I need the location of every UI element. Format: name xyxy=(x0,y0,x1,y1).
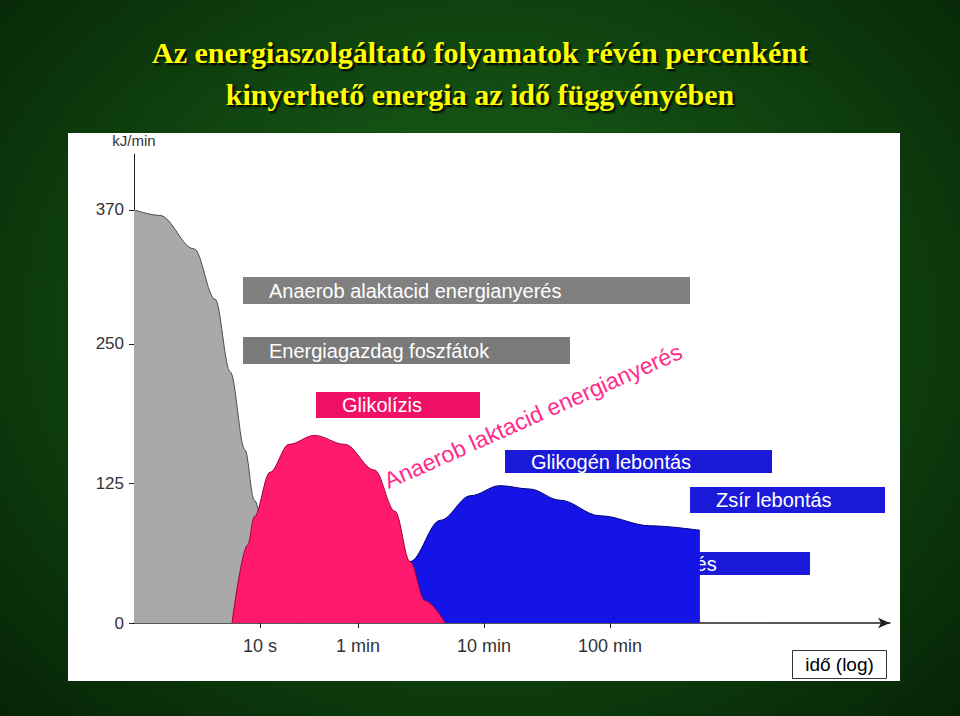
svg-text:Glikolízis: Glikolízis xyxy=(342,394,422,416)
svg-text:10 min: 10 min xyxy=(457,636,511,656)
svg-text:Anaerob laktacid energianyerés: Anaerob laktacid energianyerés xyxy=(380,338,686,493)
svg-text:Anaerob alaktacid energianyeré: Anaerob alaktacid energianyerés xyxy=(269,280,561,302)
svg-text:1 min: 1 min xyxy=(336,636,380,656)
svg-text:Glikogén lebontás: Glikogén lebontás xyxy=(531,451,691,473)
svg-text:Zsír lebontás: Zsír lebontás xyxy=(716,489,832,511)
svg-text:idő (log): idő (log) xyxy=(805,654,874,675)
svg-text:kJ/min: kJ/min xyxy=(112,133,155,149)
svg-text:100 min: 100 min xyxy=(578,636,642,656)
svg-text:10 s: 10 s xyxy=(243,636,277,656)
svg-text:0: 0 xyxy=(115,614,124,633)
html-text:Az energiaszolgáltató folyamat: Az energiaszolgáltató folyamatok révén p… xyxy=(152,36,808,111)
svg-text:Energiagazdag foszfátok: Energiagazdag foszfátok xyxy=(269,340,490,362)
svg-text:250: 250 xyxy=(96,334,124,353)
svg-text:370: 370 xyxy=(96,200,124,219)
svg-text:125: 125 xyxy=(96,474,124,493)
